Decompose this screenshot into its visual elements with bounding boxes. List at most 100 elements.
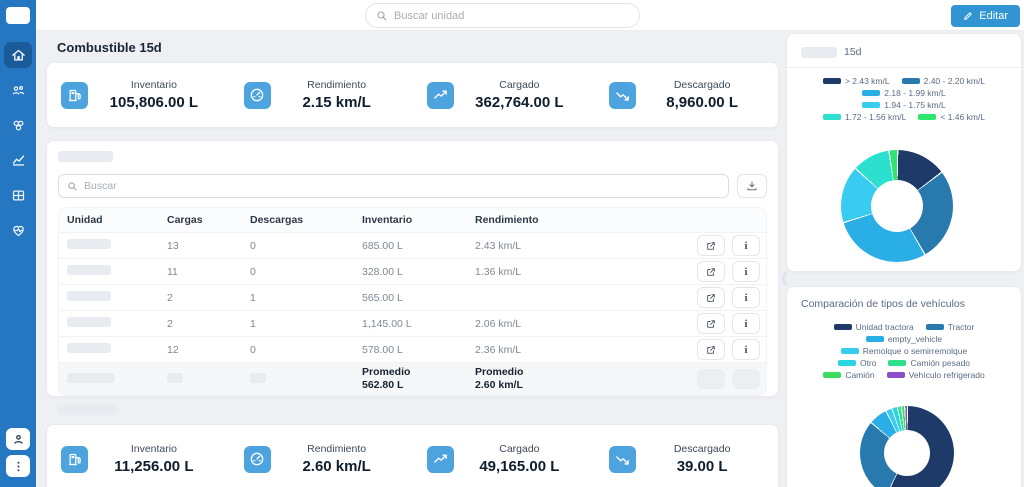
sidebar-item-health[interactable]: [4, 217, 32, 243]
unit-info-button[interactable]: i: [732, 339, 760, 360]
legend-swatch: [925, 324, 944, 330]
stat-label: Rendimiento: [307, 443, 367, 455]
cell-cargas: 13: [167, 239, 179, 252]
col-inventario: Inventario: [362, 214, 413, 226]
stat-value: 362,764.00 L: [475, 94, 564, 111]
redacted-chart-title: [801, 46, 837, 58]
search-icon: [376, 10, 388, 22]
stat-value: 11,256.00 L: [114, 458, 194, 475]
redacted-footer-cell: [67, 372, 115, 383]
cell-cargas: 2: [167, 291, 173, 304]
sidebar-item-home[interactable]: [4, 42, 32, 68]
stat-value: 49,165.00 L: [479, 458, 560, 475]
col-cargas: Cargas: [167, 214, 203, 226]
legend-label: Camión pesado: [910, 358, 971, 368]
external-link-icon: [706, 319, 716, 329]
chart2-title: Comparación de tipos de vehículos: [801, 298, 966, 310]
redacted-unit-name: [67, 343, 111, 353]
fuel-pump-icon: [61, 445, 88, 473]
unit-info-button[interactable]: i: [732, 313, 760, 334]
stat-rendimiento: Rendimiento 2.15 km/L: [230, 63, 413, 127]
more-options-button[interactable]: [6, 455, 30, 477]
legend-swatch: [862, 102, 881, 108]
panel-collapse-handle[interactable]: ❰: [779, 270, 790, 285]
user-account-button[interactable]: [6, 428, 30, 450]
open-unit-button[interactable]: [697, 261, 725, 282]
edit-button-label: Editar: [979, 10, 1008, 22]
legend-swatch: [837, 360, 856, 366]
home-icon: [11, 48, 26, 63]
info-icon: i: [744, 291, 748, 304]
open-unit-button[interactable]: [697, 287, 725, 308]
health-icon: [11, 223, 26, 238]
units-table-card: Unidad Cargas Descargas Inventario Rendi…: [46, 140, 779, 397]
redacted-table-title: [58, 151, 113, 162]
cell-rendimiento: 2.06 km/L: [475, 317, 522, 330]
table-row: 12 0 578.00 L 2.36 km/L i: [59, 336, 766, 362]
efficiency-chart-card: 15d > 2.43 km/L 2.40 - 2.20 km/L 2.18 - …: [786, 33, 1022, 272]
legend-label: Tractor: [947, 322, 975, 332]
sidebar-item-analytics[interactable]: [4, 147, 32, 173]
legend-swatch: [823, 372, 842, 378]
legend-label: < 1.46 km/L: [940, 112, 986, 122]
open-unit-button[interactable]: [697, 313, 725, 334]
cell-descargas: 0: [250, 265, 256, 278]
external-link-icon: [706, 241, 716, 251]
table-search-input[interactable]: [84, 180, 720, 192]
search-icon: [67, 181, 78, 192]
unit-info-button[interactable]: i: [732, 235, 760, 256]
legend-label: 1.72 - 1.56 km/L: [844, 112, 907, 122]
cell-descargas: 1: [250, 291, 256, 304]
cell-rendimiento: 2.36 km/L: [475, 343, 522, 356]
stat-value: 39.00 L: [676, 458, 728, 475]
legend-label: 2.18 - 1.99 km/L: [884, 88, 946, 98]
info-icon: i: [744, 239, 748, 252]
info-icon: i: [744, 343, 748, 356]
app-logo: [6, 7, 30, 24]
unit-info-button[interactable]: i: [732, 261, 760, 282]
stat-label: Rendimiento: [307, 79, 367, 91]
open-unit-button[interactable]: [697, 235, 725, 256]
cell-cargas: 2: [167, 317, 173, 330]
kebab-menu-icon: [12, 460, 25, 473]
unit-info-button[interactable]: i: [732, 287, 760, 308]
legend-swatch: [918, 114, 937, 120]
stat-label: Cargado: [499, 79, 540, 91]
open-unit-button[interactable]: [697, 339, 725, 360]
units-table: Unidad Cargas Descargas Inventario Rendi…: [58, 207, 767, 396]
sidebar-item-tables[interactable]: [4, 182, 32, 208]
redacted-footer-cell: [167, 372, 183, 383]
unit-search-input[interactable]: [394, 9, 629, 22]
legend-label: Otro: [859, 358, 877, 368]
edit-button[interactable]: Editar: [951, 5, 1020, 27]
trend-down-icon: [609, 81, 637, 109]
stat-descargado: Descargado 8,960.00 L: [595, 63, 778, 127]
redacted-unit-name: [67, 317, 111, 327]
redacted-footer-cell: [250, 372, 266, 383]
legend-swatch: [862, 90, 881, 96]
table-search[interactable]: [58, 174, 729, 198]
users-icon: [11, 83, 26, 98]
unit-search[interactable]: [365, 3, 640, 28]
stat-label: Inventario: [130, 79, 177, 91]
cell-inventario: 685.00 L: [362, 239, 403, 252]
promedio-label: Promedio: [475, 365, 524, 378]
sidebar-item-users[interactable]: [4, 77, 32, 103]
download-button[interactable]: [737, 174, 767, 198]
cell-descargas: 1: [250, 317, 256, 330]
cell-rendimiento: 1.36 km/L: [475, 265, 522, 278]
table-footer-row: Promedio 562.80 L Promedio 2.60 km/L: [59, 362, 766, 395]
trend-down-icon: [609, 445, 637, 473]
cell-descargas: 0: [250, 239, 256, 252]
sidebar-item-nodes[interactable]: [4, 112, 32, 138]
legend-swatch: [888, 360, 907, 366]
legend-swatch: [901, 78, 920, 84]
table-row: 2 1 1,145.00 L 2.06 km/L i: [59, 310, 766, 336]
nodes-icon: [11, 118, 26, 133]
promedio-inventario-value: 562.80 L: [362, 379, 404, 391]
cell-rendimiento: 2.43 km/L: [475, 239, 522, 252]
legend-label: Camión: [845, 370, 875, 380]
vehicle-types-donut-chart: [860, 406, 954, 487]
table-row: 2 1 565.00 L i: [59, 284, 766, 310]
gauge-icon: [243, 81, 271, 109]
